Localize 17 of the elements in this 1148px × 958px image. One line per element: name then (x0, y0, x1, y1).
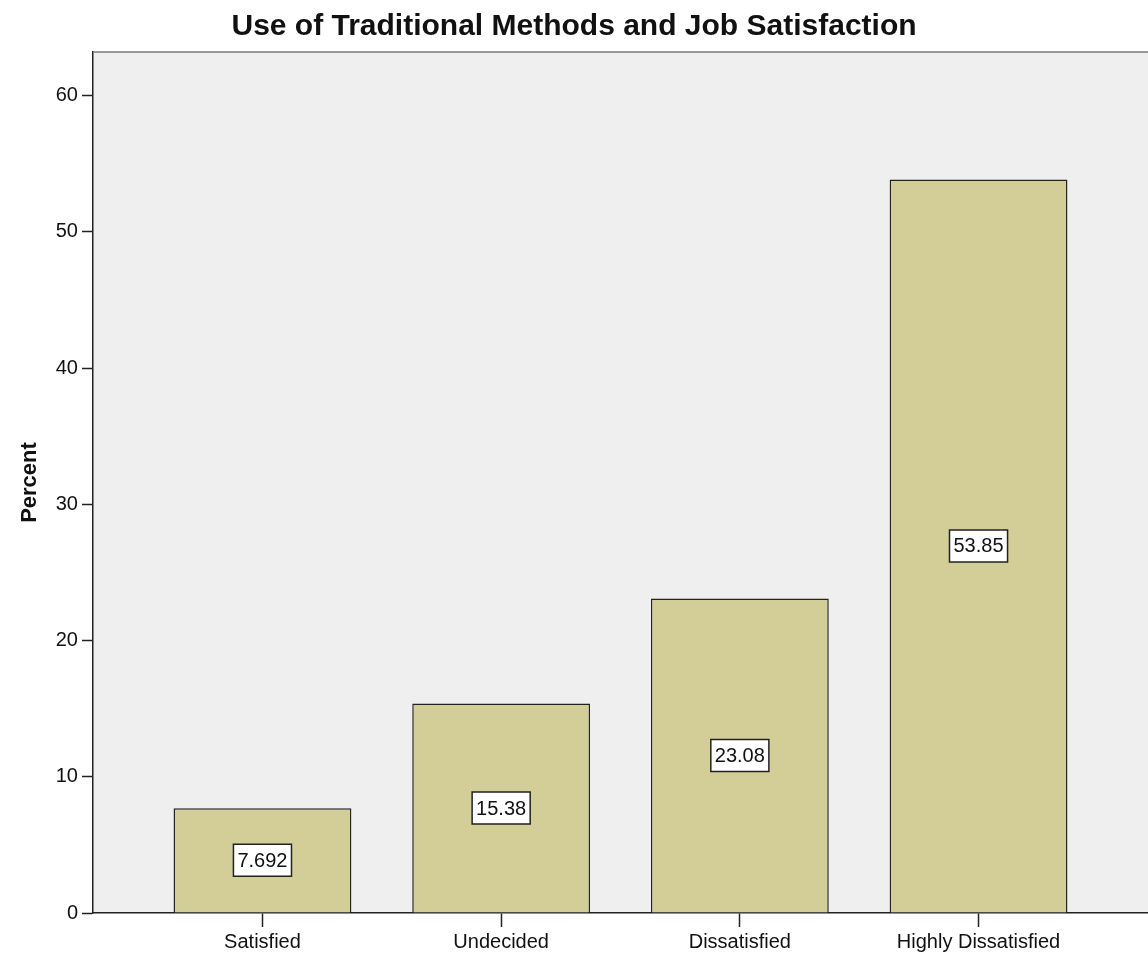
data-label: 7.692 (237, 848, 288, 871)
y-tick-label: 30 (55, 491, 78, 514)
y-tick-label: 50 (55, 219, 78, 242)
y-tick-label: 0 (66, 900, 78, 923)
data-label: 23.08 (714, 744, 765, 767)
y-tick-label: 20 (55, 628, 78, 651)
y-axis-title: Percent (16, 441, 42, 523)
y-tick-label: 10 (55, 764, 78, 787)
x-tick-label: Highly Dissatisfied (896, 929, 1061, 952)
x-tick-label: Undecided (453, 929, 549, 952)
y-tick-label: 60 (55, 83, 78, 106)
data-label: 15.38 (476, 796, 527, 819)
y-tick-label: 40 (55, 355, 78, 378)
chart-title: Use of Traditional Methods and Job Satisfaction (231, 8, 917, 42)
x-tick-label: Dissatisfied (688, 929, 791, 952)
x-tick-label: Satisfied (224, 929, 301, 952)
data-label: 53.85 (953, 534, 1004, 557)
